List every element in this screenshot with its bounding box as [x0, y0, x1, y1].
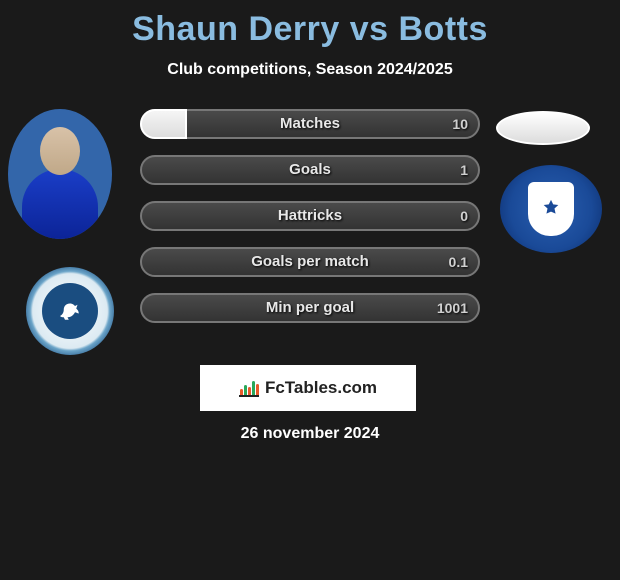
page-title: Shaun Derry vs Botts — [0, 0, 620, 49]
lion-icon — [42, 283, 98, 339]
stat-bar-matches: Matches 10 — [140, 109, 480, 139]
stat-value-right: 0.1 — [449, 249, 468, 275]
footer-brand-text: FcTables.com — [265, 378, 377, 398]
footer-brand-logo: FcTables.com — [200, 365, 416, 411]
player-avatar-left — [8, 109, 112, 239]
stat-label: Goals — [142, 157, 478, 183]
stat-label: Matches — [142, 111, 478, 137]
player-avatar-right — [496, 111, 590, 145]
stat-value-right: 1001 — [437, 295, 468, 321]
stat-bar-goals-per-match: Goals per match 0.1 — [140, 247, 480, 277]
main-comparison-area: Matches 10 Goals 1 Hattricks 0 Goals per… — [0, 109, 620, 469]
stat-bar-goals: Goals 1 — [140, 155, 480, 185]
stat-bar-min-per-goal: Min per goal 1001 — [140, 293, 480, 323]
stat-label: Hattricks — [142, 203, 478, 229]
club-badge-right — [500, 165, 602, 253]
star-crescent-icon — [528, 182, 574, 236]
subtitle: Club competitions, Season 2024/2025 — [0, 61, 620, 79]
stat-value-right: 10 — [452, 111, 468, 137]
bar-chart-icon — [239, 379, 259, 397]
stat-bar-hattricks: Hattricks 0 — [140, 201, 480, 231]
club-badge-left — [26, 267, 114, 355]
stat-label: Goals per match — [142, 249, 478, 275]
footer-date: 26 november 2024 — [0, 425, 620, 443]
stat-value-right: 0 — [460, 203, 468, 229]
stats-column: Matches 10 Goals 1 Hattricks 0 Goals per… — [140, 109, 480, 339]
stat-label: Min per goal — [142, 295, 478, 321]
stat-value-right: 1 — [460, 157, 468, 183]
